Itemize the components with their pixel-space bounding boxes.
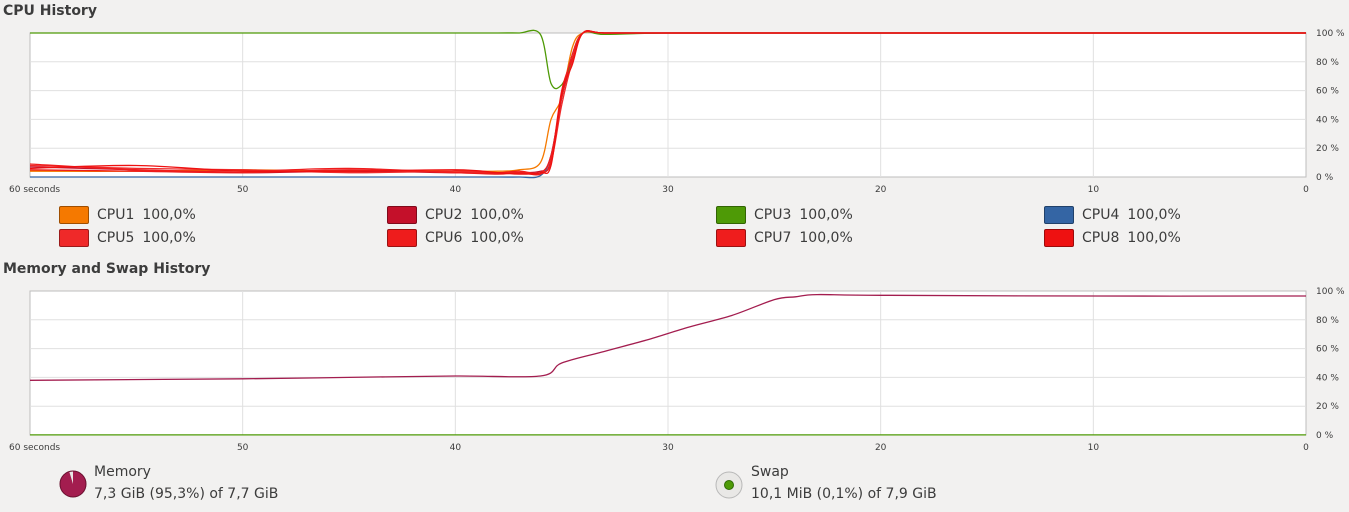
mem-x-tick-label: 50 [237,443,249,453]
legend-cpu-name: CPU6 [425,230,463,246]
memory-pie-icon[interactable] [58,469,88,499]
legend-item-cpu7: CPU7 100,0% [716,227,853,249]
legend-cpu-value: 100,0% [470,207,524,223]
cpu-y-tick-label: 60 % [1316,87,1339,97]
mem-y-tick-label: 80 % [1316,316,1339,326]
cpu-x-tick-label: 0 [1303,185,1309,195]
mem-x-tick-label: 10 [1088,443,1100,453]
color-swatch-cpu5[interactable] [59,229,89,247]
cpu-x-tick-label: 40 [450,185,462,195]
mem-y-tick-label: 40 % [1316,373,1339,383]
pie-center-dot [724,480,734,490]
memory-swap-history-chart: 60 seconds 50 40 30 20 10 0 100 % 80 % 60 % 40 % 20… [9,287,1345,453]
cpu-series-cpu8 [29,30,1306,175]
pie-outline [59,470,87,498]
cpu-y-tick-label: 80 % [1316,58,1339,68]
legend-cpu-value: 100,0% [799,230,853,246]
cpu-x-tick-label: 30 [662,185,674,195]
mem-y-tick-label: 60 % [1316,345,1339,355]
mem-x-tick-label: 0 [1303,443,1309,453]
mem-x-tick-label: 30 [662,443,674,453]
color-swatch-cpu7[interactable] [716,229,746,247]
cpu-x-tick-label: 60 seconds [9,185,60,195]
memory-label: Memory [94,464,151,480]
memory-detail: 7,3 GiB (95,3%) of 7,7 GiB [94,486,279,502]
legend-cpu-value: 100,0% [142,230,196,246]
legend-cpu-name: CPU8 [1082,230,1120,246]
mem-series-memory [29,293,1307,381]
mem-x-tick-label: 40 [450,443,462,453]
mem-y-tick-label: 20 % [1316,402,1339,412]
legend-cpu-name: CPU3 [754,207,792,223]
cpu-x-tick-label: 50 [237,185,249,195]
color-swatch-cpu1[interactable] [59,206,89,224]
cpu-history-chart: 60 seconds 50 40 30 20 10 0 100 % 80 % 60 % 40 % 20… [9,29,1345,195]
legend-cpu-value: 100,0% [1127,230,1181,246]
legend-cpu-value: 100,0% [470,230,524,246]
swap-pie-icon[interactable] [714,470,744,500]
cpu-x-tick-label: 20 [875,185,887,195]
legend-cpu-name: CPU5 [97,230,135,246]
color-swatch-cpu3[interactable] [716,206,746,224]
mem-y-tick-label: 0 % [1316,431,1334,441]
legend-item-cpu5: CPU5 100,0% [59,227,196,249]
swap-info: Swap 10,1 MiB (0,1%) of 7,9 GiB [751,464,937,506]
memory-swap-history-title: Memory and Swap History [3,261,211,277]
legend-item-cpu6: CPU6 100,0% [387,227,524,249]
legend-cpu-value: 100,0% [1127,207,1181,223]
cpu-y-tick-label: 20 % [1316,144,1339,154]
legend-item-cpu8: CPU8 100,0% [1044,227,1181,249]
legend-item-cpu2: CPU2 100,0% [387,204,524,226]
cpu-x-tick-label: 10 [1088,185,1100,195]
legend-cpu-value: 100,0% [799,207,853,223]
memory-info: Memory 7,3 GiB (95,3%) of 7,7 GiB [94,464,278,506]
legend-cpu-name: CPU1 [97,207,135,223]
color-swatch-cpu4[interactable] [1044,206,1074,224]
legend-cpu-name: CPU4 [1082,207,1120,223]
legend-item-cpu3: CPU3 100,0% [716,204,853,226]
legend-item-cpu1: CPU1 100,0% [59,204,196,226]
cpu-y-tick-label: 100 % [1316,29,1345,39]
color-swatch-cpu6[interactable] [387,229,417,247]
cpu-history-title: CPU History [3,3,97,19]
mem-x-tick-label: 20 [875,443,887,453]
legend-cpu-name: CPU7 [754,230,792,246]
mem-y-tick-label: 100 % [1316,287,1345,297]
legend-cpu-value: 100,0% [142,207,196,223]
color-swatch-cpu8[interactable] [1044,229,1074,247]
legend-item-cpu4: CPU4 100,0% [1044,204,1181,226]
legend-cpu-name: CPU2 [425,207,463,223]
swap-label: Swap [751,464,789,480]
cpu-y-tick-label: 0 % [1316,173,1334,183]
color-swatch-cpu2[interactable] [387,206,417,224]
cpu-y-tick-label: 40 % [1316,115,1339,125]
swap-detail: 10,1 MiB (0,1%) of 7,9 GiB [751,486,937,502]
mem-x-tick-label: 60 seconds [9,443,60,453]
pie-slice [59,471,86,497]
